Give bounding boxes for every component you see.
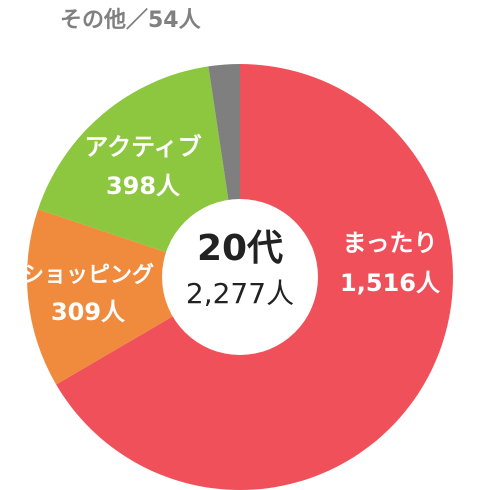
slice-label-value-active: 398人 bbox=[106, 172, 180, 200]
slice-label-name-mattari: まったり bbox=[342, 229, 437, 257]
center-title: 20代 bbox=[197, 228, 283, 269]
slice-label-value-mattari: 1,516人 bbox=[340, 269, 440, 297]
pie-slice-1 bbox=[26, 209, 241, 385]
center-total: 2,277人 bbox=[186, 277, 294, 310]
slice-label-value-shopping: 309人 bbox=[51, 298, 125, 326]
slice-label-other: その他／54人 bbox=[60, 8, 201, 33]
slice-label-name-shopping: ショッピング bbox=[22, 262, 154, 288]
donut-hole bbox=[162, 199, 318, 355]
slice-label-name-active: アクティブ bbox=[84, 133, 201, 161]
